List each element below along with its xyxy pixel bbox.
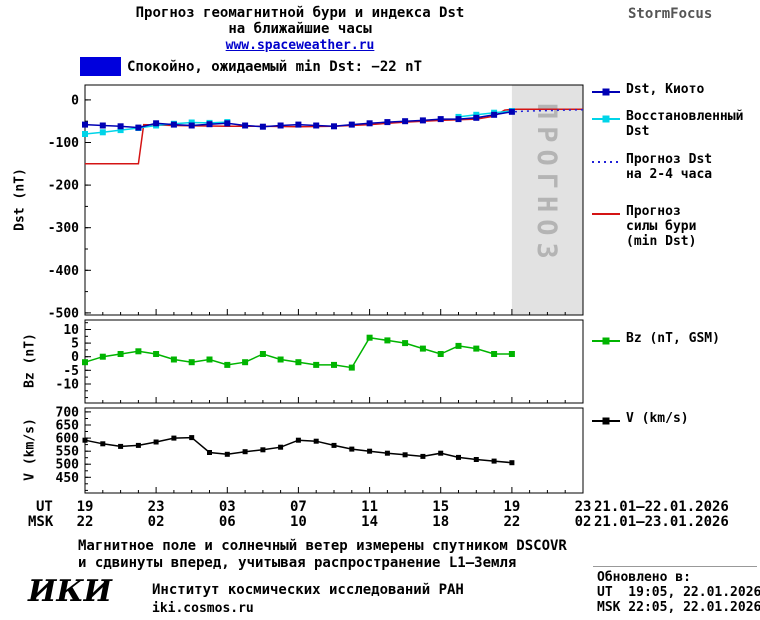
svg-text:02: 02 [575,514,592,530]
svg-text:22: 22 [77,514,94,530]
storm-status-text: Спокойно, ожидаемый min Dst: −22 nT [127,59,423,75]
svg-text:21.01—22.01.2026: 21.01—22.01.2026 [594,499,729,515]
chart-legend: Dst, Киото Восстановленный Dst Прогноз Dst… [592,0,760,500]
page-subtitle: на ближайшие часы [228,21,372,37]
institute-name: Институт космических исследований РАН [152,582,464,598]
svg-text:600: 600 [56,432,80,447]
series-dst-kyoto [82,108,515,131]
dst-panel: ПРОГНОЗ 0 -100 -200 -300 -400 -500 [48,84,584,321]
svg-text:-100: -100 [48,136,79,151]
iki-logo: ИКИ [28,574,112,609]
data-source-note-line1: Магнитное поле и солнечный ветер измерен… [78,538,567,554]
iki-site-link[interactable]: iki.cosmos.ru [152,601,254,616]
svg-text:550: 550 [56,445,80,460]
legend-item-storm-forecast: Прогноз силы бури (min Dst) [592,204,696,249]
svg-text:UT: UT [36,499,53,515]
svg-text:650: 650 [56,419,80,434]
svg-text:-10: -10 [56,378,80,393]
legend-label: Прогноз Dst на 2-4 часа [626,152,713,182]
legend-label: Dst, Киото [626,82,705,97]
svg-text:-500: -500 [48,306,79,321]
svg-text:10: 10 [63,323,79,338]
legend-label: Восстановленный Dst [626,109,744,139]
svg-text:-5: -5 [63,364,79,379]
updated-msk-time: MSK 22:05, 22.01.2026 [597,600,760,615]
svg-text:-400: -400 [48,264,79,279]
v-axis-label: V (km/s) [22,418,38,481]
forecast-band [511,85,583,315]
svg-text:14: 14 [361,514,378,530]
dst-kyoto-legend-marker [592,88,620,96]
spaceweather-link[interactable]: www.spaceweather.ru [225,38,375,53]
dst-restored-legend-marker [592,115,620,123]
bz-legend-marker [592,337,620,345]
legend-item-dst-kyoto: Dst, Киото [592,82,704,99]
storm-forecast-legend-marker [592,213,620,215]
page-title: Прогноз геомагнитной бури и индекса Dst [135,5,465,21]
legend-label: V (km/s) [626,411,689,426]
svg-text:700: 700 [56,405,80,420]
updated-ut-time: UT 19:05, 22.01.2026 [597,585,760,600]
svg-text:0: 0 [71,93,79,108]
data-source-note-line2: и сдвинуты вперед, учитывая распростране… [78,555,517,571]
updated-divider [593,566,757,567]
svg-text:11: 11 [361,499,378,515]
svg-text:15: 15 [432,499,449,515]
svg-text:22: 22 [503,514,520,530]
svg-text:23: 23 [575,499,592,515]
svg-text:03: 03 [219,499,236,515]
updated-label: Обновлено в: [597,570,691,585]
series-v [82,435,515,466]
dst-forecast-legend-marker [592,161,620,163]
svg-text:500: 500 [56,458,80,473]
svg-text:450: 450 [56,471,80,486]
svg-text:0: 0 [71,350,79,365]
legend-item-dst-forecast: Прогноз Dst на 2-4 часа [592,152,712,182]
svg-text:-300: -300 [48,221,79,236]
svg-text:19: 19 [77,499,94,515]
svg-text:5: 5 [71,337,79,352]
bz-axis-label: Bz (nT) [22,333,38,388]
svg-text:23: 23 [148,499,165,515]
legend-item-dst-restored: Восстановленный Dst [592,109,743,139]
svg-text:-200: -200 [48,179,79,194]
svg-text:18: 18 [432,514,449,530]
forecast-watermark: ПРОГНОЗ [531,103,562,266]
svg-text:21.01—23.01.2026: 21.01—23.01.2026 [594,514,729,530]
legend-label: Bz (nT, GSM) [626,331,720,346]
series-storm-forecast [85,108,583,165]
svg-text:MSK: MSK [28,514,54,530]
dst-axis-label: Dst (nT) [12,168,28,231]
brand-label: StormFocus [628,6,713,22]
legend-label: Прогноз силы бури (min Dst) [626,204,697,249]
series-bz [82,334,515,371]
legend-item-v: V (km/s) [592,411,689,428]
svg-text:10: 10 [290,514,307,530]
legend-item-bz: Bz (nT, GSM) [592,331,720,348]
storm-level-color-box [80,57,121,76]
svg-text:02: 02 [148,514,165,530]
svg-text:07: 07 [290,499,307,515]
x-axis-labels: UTMSK1922230203060710111415181922230221.… [28,499,729,530]
svg-text:19: 19 [503,499,520,515]
svg-text:06: 06 [219,514,236,530]
v-legend-marker [592,417,620,425]
